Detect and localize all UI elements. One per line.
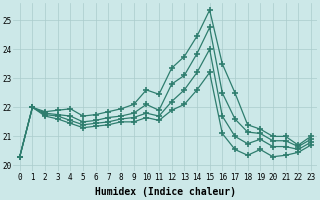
X-axis label: Humidex (Indice chaleur): Humidex (Indice chaleur) <box>95 187 236 197</box>
